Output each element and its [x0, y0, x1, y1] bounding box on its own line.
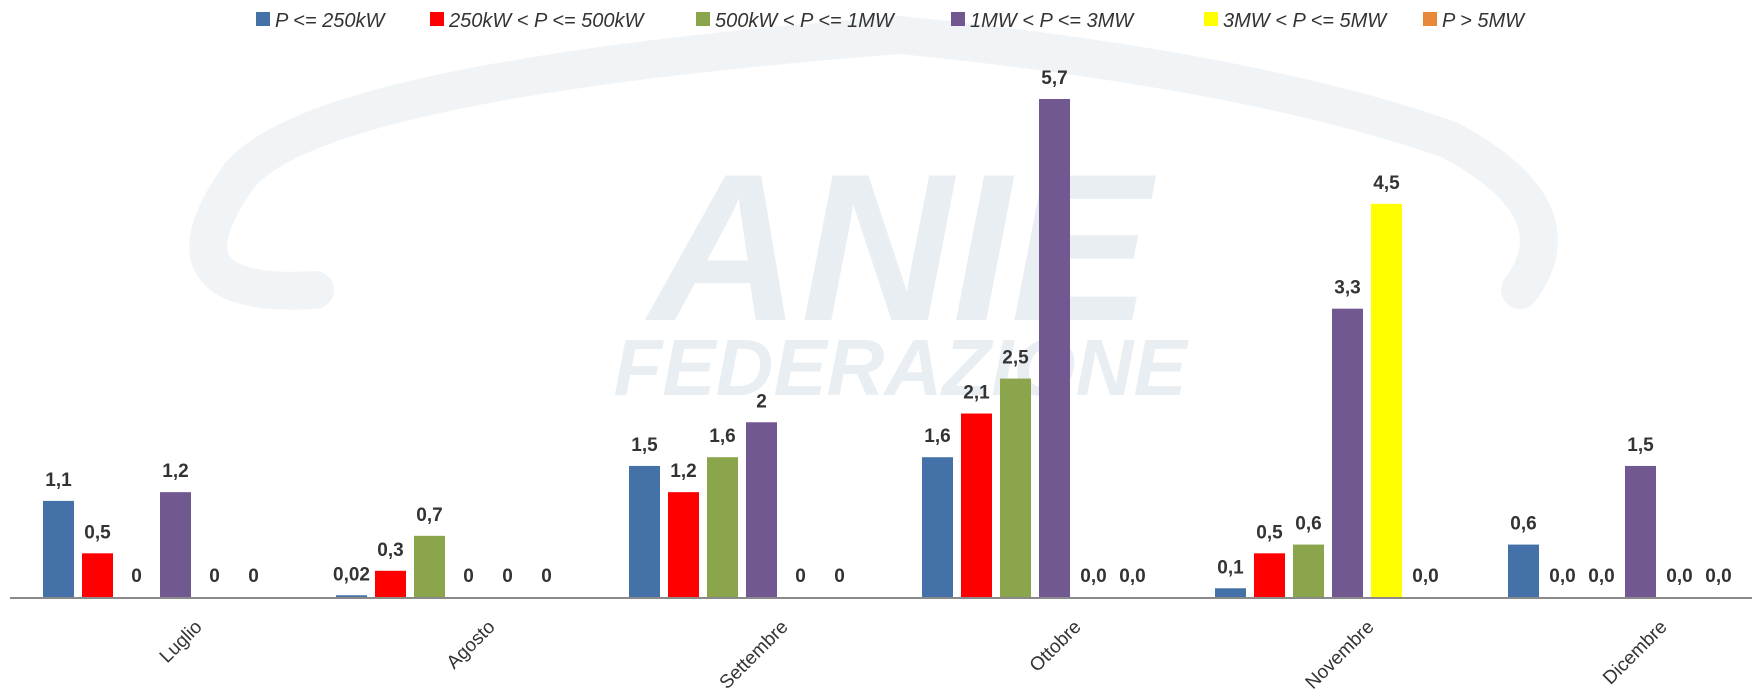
legend-swatch-2 [430, 12, 444, 26]
x-tick-label-dicembre: Dicembre [1599, 617, 1671, 689]
bar-dicembre-series-4 [1625, 465, 1656, 597]
data-label-agosto-series-6: 0 [541, 566, 552, 587]
watermark-anie-text: ANIE [644, 130, 1157, 365]
bar-novembre-series-1 [1215, 588, 1246, 597]
legend-label-5: 3MW < P <= 5MW [1223, 10, 1388, 32]
legend-label-3: 500kW < P <= 1MW [715, 10, 896, 32]
bar-ottobre-series-4 [1039, 99, 1070, 597]
data-label-agosto-series-4: 0 [463, 566, 474, 587]
legend-swatch-1 [256, 12, 270, 26]
data-label-agosto-series-3: 0,7 [416, 505, 442, 526]
data-label-novembre-series-3: 0,6 [1295, 514, 1321, 535]
data-label-ottobre-series-5: 0,0 [1080, 566, 1106, 587]
data-label-agosto-series-2: 0,3 [377, 540, 403, 561]
data-label-dicembre-series-6: 0,0 [1705, 566, 1731, 587]
bar-settembre-series-2 [668, 492, 699, 597]
data-label-novembre-series-5: 4,5 [1373, 173, 1400, 194]
data-label-novembre-series-1: 0,1 [1217, 557, 1244, 578]
data-label-ottobre-series-2: 2,1 [963, 383, 990, 404]
watermark-federazione-text: FEDERAZIONE [613, 323, 1189, 412]
bar-settembre-series-4 [746, 422, 777, 597]
bar-settembre-series-3 [707, 457, 738, 597]
x-tick-label-luglio: Luglio [156, 617, 207, 668]
data-label-settembre-series-4: 2 [756, 391, 767, 412]
data-label-ottobre-series-6: 0,0 [1119, 566, 1145, 587]
x-tick-label-novembre: Novembre [1302, 617, 1379, 694]
data-label-dicembre-series-3: 0,0 [1588, 566, 1614, 587]
bars [43, 99, 1656, 597]
bar-dicembre-series-1 [1508, 544, 1539, 597]
data-label-settembre-series-3: 1,6 [709, 426, 735, 447]
data-label-novembre-series-6: 0,0 [1412, 566, 1438, 587]
data-label-luglio-series-2: 0,5 [84, 522, 111, 543]
data-label-luglio-series-6: 0 [248, 566, 259, 587]
bar-ottobre-series-3 [1000, 378, 1031, 597]
legend-label-6: P > 5MW [1442, 10, 1526, 32]
data-label-dicembre-series-2: 0,0 [1549, 566, 1575, 587]
data-label-dicembre-series-4: 1,5 [1627, 435, 1654, 456]
value-labels: 1,1 0,5 0 1,2 0 0 0,02 0,3 0,7 0 0 0 1,5 1,2 1,6 2 0 0 1,6… [45, 68, 1731, 587]
legend-swatch-5 [1204, 12, 1218, 26]
data-label-agosto-series-1: 0,02 [333, 564, 370, 585]
data-label-agosto-series-5: 0 [502, 566, 513, 587]
bar-agosto-series-1 [336, 595, 367, 597]
bar-settembre-series-1 [629, 465, 660, 597]
anie-watermark-logo: ANIE FEDERAZIONE [189, 15, 1558, 412]
data-label-settembre-series-1: 1,5 [631, 435, 658, 456]
bar-luglio-series-2 [82, 553, 113, 597]
legend-swatch-6 [1423, 12, 1437, 26]
bar-luglio-series-4 [160, 492, 191, 597]
bar-ottobre-series-2 [961, 413, 992, 597]
bar-agosto-series-3 [414, 535, 445, 597]
x-tick-label-settembre: Settembre [716, 617, 793, 694]
legend-label-4: 1MW < P <= 3MW [970, 10, 1135, 32]
bar-novembre-series-5 [1371, 203, 1402, 597]
bar-novembre-series-3 [1293, 544, 1324, 597]
legend-swatch-4 [951, 12, 965, 26]
legend: P <= 250kW 250kW < P <= 500kW 500kW < P <=… [256, 10, 1526, 32]
data-label-luglio-series-1: 1,1 [45, 470, 72, 491]
legend-label-1: P <= 250kW [275, 10, 386, 32]
x-tick-labels: Luglio Agosto Settembre Ottobre Novembre Dice… [156, 617, 1672, 694]
bar-ottobre-series-1 [922, 457, 953, 597]
data-label-ottobre-series-1: 1,6 [924, 426, 950, 447]
bar-luglio-series-1 [43, 500, 74, 597]
x-tick-label-agosto: Agosto [443, 617, 500, 674]
data-label-luglio-series-4: 1,2 [162, 461, 188, 482]
data-label-luglio-series-3: 0 [131, 566, 142, 587]
data-label-ottobre-series-4: 5,7 [1041, 68, 1067, 89]
data-label-novembre-series-4: 3,3 [1334, 278, 1360, 299]
data-label-settembre-series-5: 0 [795, 566, 806, 587]
data-label-dicembre-series-1: 0,6 [1510, 514, 1536, 535]
x-tick-label-ottobre: Ottobre [1026, 617, 1086, 677]
bar-novembre-series-4 [1332, 308, 1363, 597]
data-label-settembre-series-2: 1,2 [670, 461, 696, 482]
data-label-luglio-series-5: 0 [209, 566, 220, 587]
legend-label-2: 250kW < P <= 500kW [448, 10, 645, 32]
bar-agosto-series-2 [375, 570, 406, 597]
data-label-dicembre-series-5: 0,0 [1666, 566, 1692, 587]
data-label-settembre-series-6: 0 [834, 566, 845, 587]
legend-swatch-3 [696, 12, 710, 26]
data-label-ottobre-series-3: 2,5 [1002, 348, 1029, 369]
bar-novembre-series-2 [1254, 553, 1285, 597]
data-label-novembre-series-2: 0,5 [1256, 522, 1283, 543]
